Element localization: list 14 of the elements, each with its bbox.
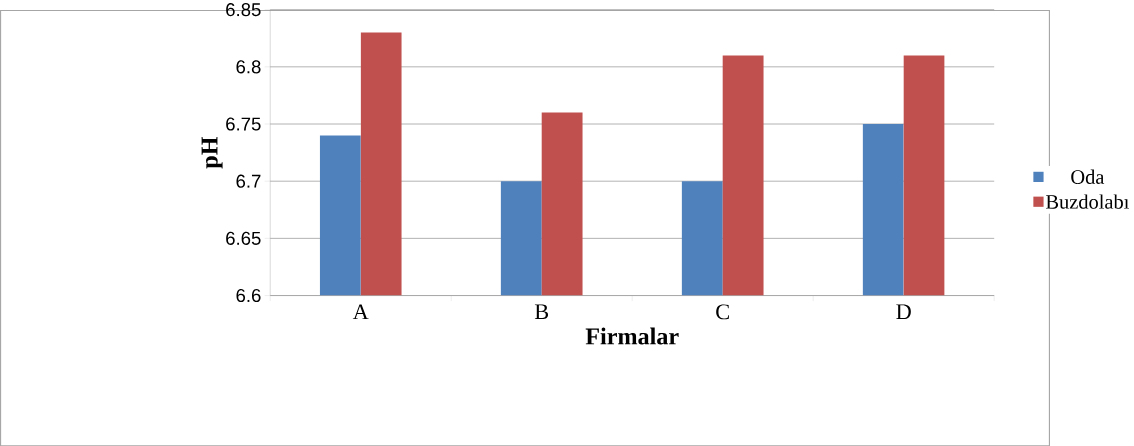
x-tick-label: B	[534, 304, 549, 319]
y-tick-label: 6.75	[226, 117, 261, 131]
legend-label: Oda	[1071, 169, 1105, 184]
x-tick-label: A	[352, 304, 369, 319]
y-tick-label: 6.85	[226, 2, 261, 17]
y-axis-title: pH	[201, 136, 223, 169]
y-tick-label: 6.6	[236, 288, 261, 302]
x-tick-label: C	[716, 304, 729, 320]
x-axis-title: Firmalar	[585, 327, 679, 345]
y-tick-label: 6.7	[236, 174, 261, 188]
x-tick-label: D	[896, 304, 911, 319]
y-tick-label: 6.8	[236, 60, 261, 74]
legend-label: Buzdolabı	[1046, 194, 1129, 209]
y-tick-label: 6.65	[226, 231, 261, 245]
